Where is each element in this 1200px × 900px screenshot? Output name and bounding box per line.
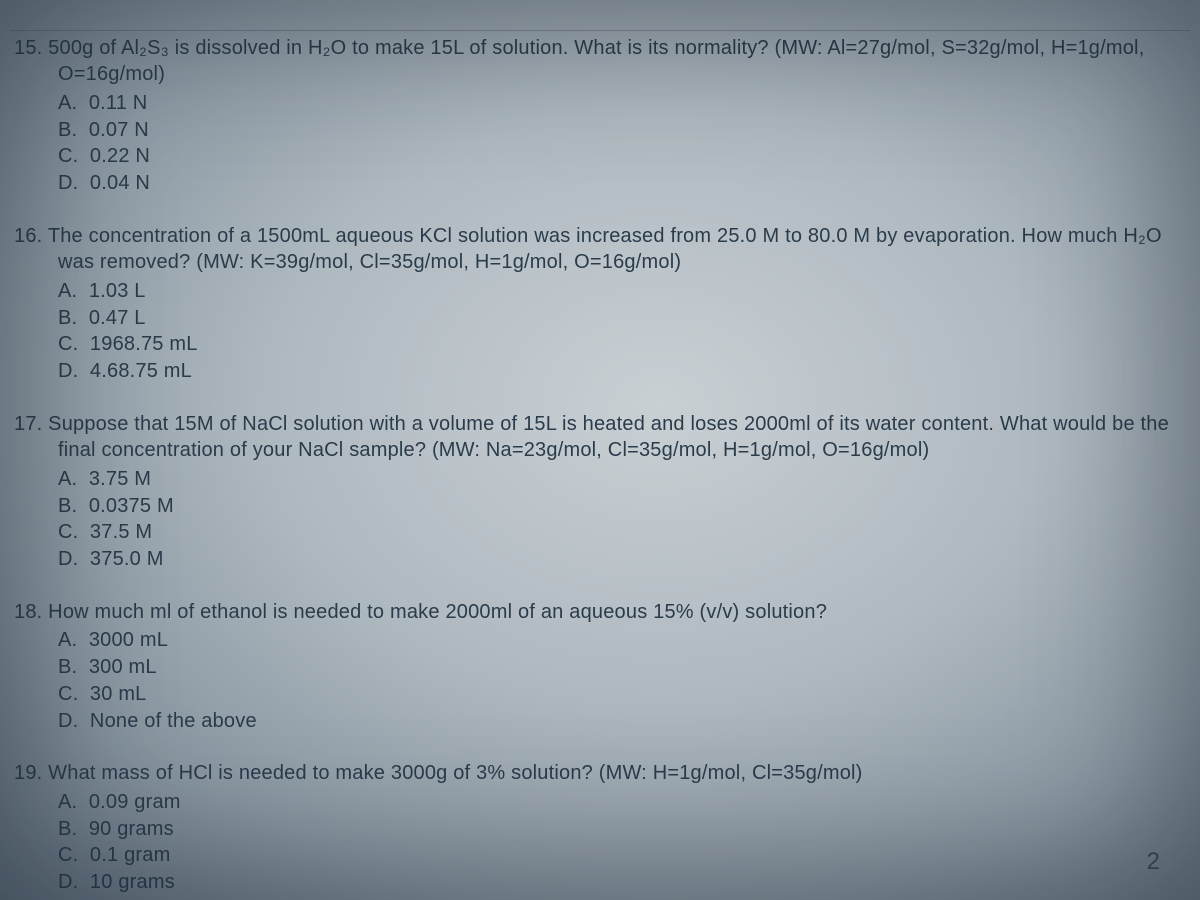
question-number: 15. xyxy=(14,37,42,59)
top-rule xyxy=(10,30,1190,31)
option-d: D. 0.04 N xyxy=(58,170,1190,197)
question-text: 18. How much ml of ethanol is needed to … xyxy=(14,599,1190,625)
question-text: 19. What mass of HCl is needed to make 3… xyxy=(14,760,1190,786)
question-number: 16. xyxy=(14,225,42,247)
question-15: 15. 500g of Al₂S₃ is dissolved in H₂O to… xyxy=(10,35,1190,197)
option-c: C. 0.22 N xyxy=(58,143,1190,170)
options: A. 3.75 M B. 0.0375 M C. 37.5 M D. 375.0… xyxy=(14,466,1190,573)
option-a: A. 0.11 N xyxy=(58,90,1190,117)
option-d: D. 10 grams xyxy=(58,869,1190,896)
option-c: C. 37.5 M xyxy=(58,519,1190,546)
option-c: C. 0.1 gram xyxy=(58,842,1190,869)
option-d: D. 375.0 M xyxy=(58,546,1190,573)
options: A. 3000 mL B. 300 mL C. 30 mL D. None of… xyxy=(14,627,1190,734)
option-b: B. 0.47 L xyxy=(58,305,1190,332)
option-b: B. 0.07 N xyxy=(58,117,1190,144)
question-text: 15. 500g of Al₂S₃ is dissolved in H₂O to… xyxy=(14,35,1190,88)
page-number: 2 xyxy=(1147,848,1160,876)
option-c: C. 1968.75 mL xyxy=(58,331,1190,358)
question-body: What mass of HCl is needed to make 3000g… xyxy=(48,762,862,784)
question-body: 500g of Al₂S₃ is dissolved in H₂O to mak… xyxy=(48,37,1144,85)
option-b: B. 300 mL xyxy=(58,654,1190,681)
option-a: A. 3000 mL xyxy=(58,627,1190,654)
options: A. 0.09 gram B. 90 grams C. 0.1 gram D. … xyxy=(14,789,1190,896)
question-19: 19. What mass of HCl is needed to make 3… xyxy=(10,760,1190,896)
options: A. 0.11 N B. 0.07 N C. 0.22 N D. 0.04 N xyxy=(14,90,1190,197)
option-b: B. 90 grams xyxy=(58,816,1190,843)
option-c: C. 30 mL xyxy=(58,681,1190,708)
question-17: 17. Suppose that 15M of NaCl solution wi… xyxy=(10,411,1190,573)
option-a: A. 0.09 gram xyxy=(58,789,1190,816)
options: A. 1.03 L B. 0.47 L C. 1968.75 mL D. 4.6… xyxy=(14,278,1190,385)
option-a: A. 3.75 M xyxy=(58,466,1190,493)
option-a: A. 1.03 L xyxy=(58,278,1190,305)
question-number: 17. xyxy=(14,413,42,435)
question-number: 18. xyxy=(14,601,42,623)
quiz-page: 15. 500g of Al₂S₃ is dissolved in H₂O to… xyxy=(0,0,1200,900)
question-body: How much ml of ethanol is needed to make… xyxy=(48,601,827,623)
question-body: Suppose that 15M of NaCl solution with a… xyxy=(48,413,1169,461)
option-d: D. None of the above xyxy=(58,708,1190,735)
option-b: B. 0.0375 M xyxy=(58,493,1190,520)
question-text: 16. The concentration of a 1500mL aqueou… xyxy=(14,223,1190,276)
option-d: D. 4.68.75 mL xyxy=(58,358,1190,385)
question-body: The concentration of a 1500mL aqueous KC… xyxy=(48,225,1162,273)
question-number: 19. xyxy=(14,762,42,784)
question-18: 18. How much ml of ethanol is needed to … xyxy=(10,599,1190,735)
question-16: 16. The concentration of a 1500mL aqueou… xyxy=(10,223,1190,385)
question-text: 17. Suppose that 15M of NaCl solution wi… xyxy=(14,411,1190,464)
